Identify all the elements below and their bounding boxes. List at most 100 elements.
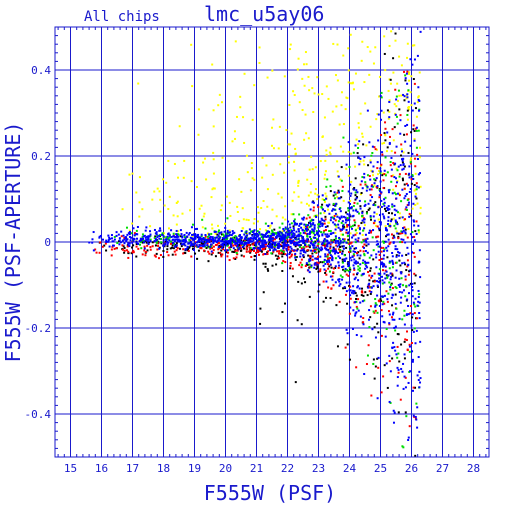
data-point bbox=[407, 151, 410, 154]
data-point bbox=[416, 374, 419, 377]
data-point bbox=[319, 160, 322, 163]
data-point bbox=[407, 108, 410, 111]
data-point bbox=[360, 274, 363, 277]
data-point bbox=[414, 386, 417, 389]
data-point bbox=[412, 330, 415, 333]
data-point bbox=[324, 229, 327, 232]
data-point bbox=[180, 243, 183, 246]
data-point bbox=[406, 246, 409, 249]
data-point bbox=[212, 245, 215, 248]
data-point bbox=[310, 239, 313, 242]
data-point bbox=[265, 235, 268, 238]
data-point bbox=[401, 232, 404, 235]
data-point bbox=[404, 140, 407, 143]
data-point bbox=[247, 219, 250, 222]
data-point bbox=[253, 258, 256, 261]
data-point bbox=[241, 242, 244, 245]
data-point bbox=[355, 197, 358, 200]
data-point bbox=[388, 281, 391, 284]
data-point bbox=[362, 246, 365, 249]
data-point bbox=[404, 275, 407, 278]
data-point bbox=[382, 186, 385, 189]
data-point bbox=[241, 243, 244, 246]
data-point bbox=[175, 202, 178, 205]
data-point bbox=[128, 235, 131, 238]
data-point bbox=[357, 237, 360, 240]
data-point bbox=[323, 177, 326, 180]
data-point bbox=[323, 210, 326, 213]
data-point bbox=[356, 202, 359, 205]
data-point bbox=[235, 256, 238, 259]
data-point bbox=[324, 192, 327, 195]
data-point bbox=[301, 217, 304, 220]
data-point bbox=[370, 254, 373, 257]
data-point bbox=[345, 96, 348, 99]
data-point bbox=[408, 71, 411, 74]
data-point bbox=[368, 309, 371, 312]
data-point bbox=[240, 254, 243, 257]
data-point bbox=[363, 163, 366, 166]
data-point bbox=[317, 250, 320, 253]
data-point bbox=[234, 242, 237, 245]
x-tick-label: 16 bbox=[95, 462, 108, 475]
data-point bbox=[221, 238, 224, 241]
data-point bbox=[404, 338, 407, 341]
data-point bbox=[398, 259, 401, 262]
data-point bbox=[324, 233, 327, 236]
data-point bbox=[410, 75, 413, 78]
data-point bbox=[271, 241, 274, 244]
data-point bbox=[212, 125, 215, 128]
data-point bbox=[272, 147, 275, 150]
data-point bbox=[413, 282, 416, 285]
data-point bbox=[293, 220, 296, 223]
data-point bbox=[348, 165, 351, 168]
data-point bbox=[116, 241, 119, 244]
data-point bbox=[171, 244, 174, 247]
data-point bbox=[357, 146, 360, 149]
data-point bbox=[141, 208, 144, 211]
data-point bbox=[309, 191, 312, 194]
data-point bbox=[334, 239, 337, 242]
data-point bbox=[322, 260, 325, 263]
data-point bbox=[361, 210, 364, 213]
data-point bbox=[335, 226, 338, 229]
data-point bbox=[172, 235, 175, 238]
data-point bbox=[377, 139, 380, 142]
data-point bbox=[164, 240, 167, 243]
data-point bbox=[352, 209, 355, 212]
data-point bbox=[374, 46, 377, 49]
data-point bbox=[145, 241, 148, 244]
data-point bbox=[337, 189, 340, 192]
data-point bbox=[135, 229, 138, 232]
data-point bbox=[309, 225, 312, 228]
data-point bbox=[324, 215, 327, 218]
data-point bbox=[385, 206, 388, 209]
data-point bbox=[135, 255, 138, 258]
data-point bbox=[324, 173, 327, 176]
data-point bbox=[307, 214, 310, 217]
data-point bbox=[226, 249, 229, 252]
data-point bbox=[169, 242, 172, 245]
data-point bbox=[406, 265, 409, 268]
data-point bbox=[314, 192, 317, 195]
data-point bbox=[302, 216, 305, 219]
data-point bbox=[325, 153, 328, 156]
data-point bbox=[358, 287, 361, 290]
data-point bbox=[284, 227, 287, 230]
data-point bbox=[403, 218, 406, 221]
data-point bbox=[177, 233, 180, 236]
data-point bbox=[383, 169, 386, 172]
data-point bbox=[320, 222, 323, 225]
data-point bbox=[264, 262, 267, 265]
data-point bbox=[383, 364, 386, 367]
data-point bbox=[266, 188, 269, 191]
data-point bbox=[411, 313, 414, 316]
data-point bbox=[303, 84, 306, 87]
data-point bbox=[362, 323, 365, 326]
data-point bbox=[398, 108, 401, 111]
data-point bbox=[394, 325, 397, 328]
data-point bbox=[404, 208, 407, 211]
data-point bbox=[414, 415, 417, 418]
data-point bbox=[255, 241, 258, 244]
data-point bbox=[248, 246, 251, 249]
